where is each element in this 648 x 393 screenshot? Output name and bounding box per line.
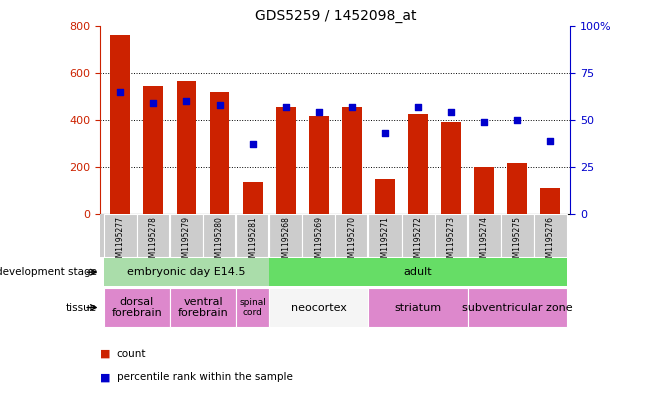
Bar	[336, 214, 369, 257]
Bar	[309, 116, 329, 214]
Bar	[507, 163, 527, 214]
Point	[512, 117, 522, 123]
Title: GDS5259 / 1452098_at: GDS5259 / 1452098_at	[255, 9, 416, 23]
Point	[380, 130, 390, 136]
Bar	[236, 288, 269, 327]
Text: dorsal
forebrain: dorsal forebrain	[111, 297, 162, 318]
Text: embryonic day E14.5: embryonic day E14.5	[127, 267, 246, 277]
Point	[479, 119, 489, 125]
Bar	[468, 214, 501, 257]
Text: GSM1195274: GSM1195274	[480, 216, 489, 267]
Text: adult: adult	[404, 267, 432, 277]
Bar	[369, 214, 402, 257]
Bar	[342, 107, 362, 214]
Text: count: count	[117, 349, 146, 359]
Text: GSM1195276: GSM1195276	[546, 216, 555, 267]
Bar	[209, 92, 229, 214]
Bar	[243, 182, 262, 214]
Bar	[176, 81, 196, 214]
Point	[281, 103, 291, 110]
Bar	[104, 214, 137, 257]
Text: GSM1195268: GSM1195268	[281, 216, 290, 267]
Bar	[441, 122, 461, 214]
Point	[115, 88, 126, 95]
Bar	[408, 114, 428, 214]
Bar	[236, 214, 269, 257]
Bar	[540, 188, 561, 214]
Bar	[104, 258, 269, 286]
Bar	[269, 214, 302, 257]
Text: ■: ■	[100, 349, 111, 359]
Bar	[435, 214, 468, 257]
Text: ■: ■	[100, 372, 111, 382]
Point	[314, 109, 324, 116]
Bar	[269, 288, 369, 327]
Bar	[269, 258, 567, 286]
Bar	[402, 214, 435, 257]
Point	[545, 138, 555, 144]
Point	[248, 141, 258, 147]
Bar	[110, 35, 130, 214]
Text: neocortex: neocortex	[291, 303, 347, 312]
Text: GSM1195270: GSM1195270	[347, 216, 356, 267]
Text: GSM1195281: GSM1195281	[248, 216, 257, 267]
Text: striatum: striatum	[395, 303, 442, 312]
Bar	[369, 288, 468, 327]
Text: GSM1195275: GSM1195275	[513, 216, 522, 267]
Bar	[302, 214, 336, 257]
Text: GSM1195280: GSM1195280	[215, 216, 224, 267]
Bar	[203, 214, 236, 257]
Text: GSM1195277: GSM1195277	[116, 216, 125, 267]
Bar	[170, 288, 236, 327]
Text: GSM1195272: GSM1195272	[413, 216, 422, 267]
Text: GSM1195271: GSM1195271	[380, 216, 389, 267]
Point	[347, 103, 357, 110]
Point	[214, 102, 225, 108]
Bar	[474, 167, 494, 214]
Bar	[468, 288, 567, 327]
Text: ventral
forebrain: ventral forebrain	[178, 297, 228, 318]
Point	[413, 103, 423, 110]
Text: development stage: development stage	[0, 267, 97, 277]
Point	[148, 100, 159, 106]
Bar	[534, 214, 567, 257]
Bar	[375, 179, 395, 214]
Text: subventricular zone: subventricular zone	[462, 303, 573, 312]
Text: GSM1195279: GSM1195279	[182, 216, 191, 267]
Text: spinal
cord: spinal cord	[239, 298, 266, 317]
Text: GSM1195273: GSM1195273	[446, 216, 456, 267]
Point	[446, 109, 456, 116]
Text: GSM1195269: GSM1195269	[314, 216, 323, 267]
Bar	[137, 214, 170, 257]
Bar	[501, 214, 534, 257]
Point	[181, 98, 192, 104]
Bar	[143, 86, 163, 214]
Bar	[104, 288, 170, 327]
Text: percentile rank within the sample: percentile rank within the sample	[117, 372, 292, 382]
Bar	[170, 214, 203, 257]
Text: GSM1195278: GSM1195278	[149, 216, 158, 267]
Bar	[276, 107, 295, 214]
Text: tissue: tissue	[66, 303, 97, 312]
